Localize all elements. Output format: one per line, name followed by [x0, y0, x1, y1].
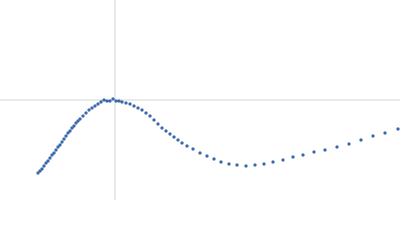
point — [52, 151, 56, 155]
point — [46, 159, 50, 163]
point — [396, 127, 400, 131]
point — [64, 134, 68, 138]
point — [205, 154, 209, 158]
point — [136, 106, 140, 110]
point — [105, 99, 109, 103]
point — [66, 131, 70, 135]
point — [291, 155, 295, 159]
point — [76, 119, 80, 123]
point — [271, 160, 275, 164]
point — [60, 140, 64, 144]
point — [102, 98, 106, 102]
point — [96, 102, 100, 106]
point — [164, 129, 168, 133]
point — [38, 169, 42, 173]
point — [144, 111, 148, 115]
point — [198, 151, 202, 155]
point — [93, 104, 97, 108]
point — [70, 126, 74, 130]
point — [301, 153, 305, 157]
point — [54, 148, 58, 152]
point — [148, 114, 152, 118]
point — [244, 164, 248, 168]
point — [347, 142, 351, 146]
point — [168, 132, 172, 136]
point — [128, 102, 132, 106]
point — [383, 131, 387, 135]
point — [111, 97, 115, 101]
point — [50, 153, 54, 157]
point — [140, 108, 144, 112]
point — [219, 160, 223, 164]
point — [72, 124, 76, 128]
point — [185, 144, 189, 148]
point — [124, 101, 128, 105]
point — [253, 163, 257, 167]
point — [180, 141, 184, 145]
point — [117, 99, 121, 103]
point — [48, 156, 52, 160]
point — [235, 163, 239, 167]
point — [281, 158, 285, 162]
point — [156, 122, 160, 126]
point — [84, 111, 88, 115]
point — [359, 138, 363, 142]
point — [81, 114, 85, 118]
point — [172, 135, 176, 139]
point — [68, 129, 72, 133]
point — [40, 167, 44, 171]
point — [74, 121, 78, 125]
point — [42, 164, 46, 168]
point — [371, 134, 375, 138]
chart — [0, 0, 400, 200]
point — [120, 100, 124, 104]
point — [335, 145, 339, 149]
point — [227, 162, 231, 166]
point — [62, 137, 66, 141]
point — [90, 106, 94, 110]
point — [36, 171, 40, 175]
point — [191, 147, 195, 151]
point — [152, 118, 156, 122]
point — [212, 157, 216, 161]
point — [99, 100, 103, 104]
point — [132, 104, 136, 108]
point — [262, 162, 266, 166]
point — [108, 99, 112, 103]
point — [87, 108, 91, 112]
point — [44, 161, 48, 165]
point — [323, 148, 327, 152]
point — [78, 117, 82, 121]
point — [160, 126, 164, 130]
point — [58, 143, 62, 147]
point — [56, 145, 60, 149]
point — [312, 150, 316, 154]
point — [176, 138, 180, 142]
point — [114, 99, 118, 103]
